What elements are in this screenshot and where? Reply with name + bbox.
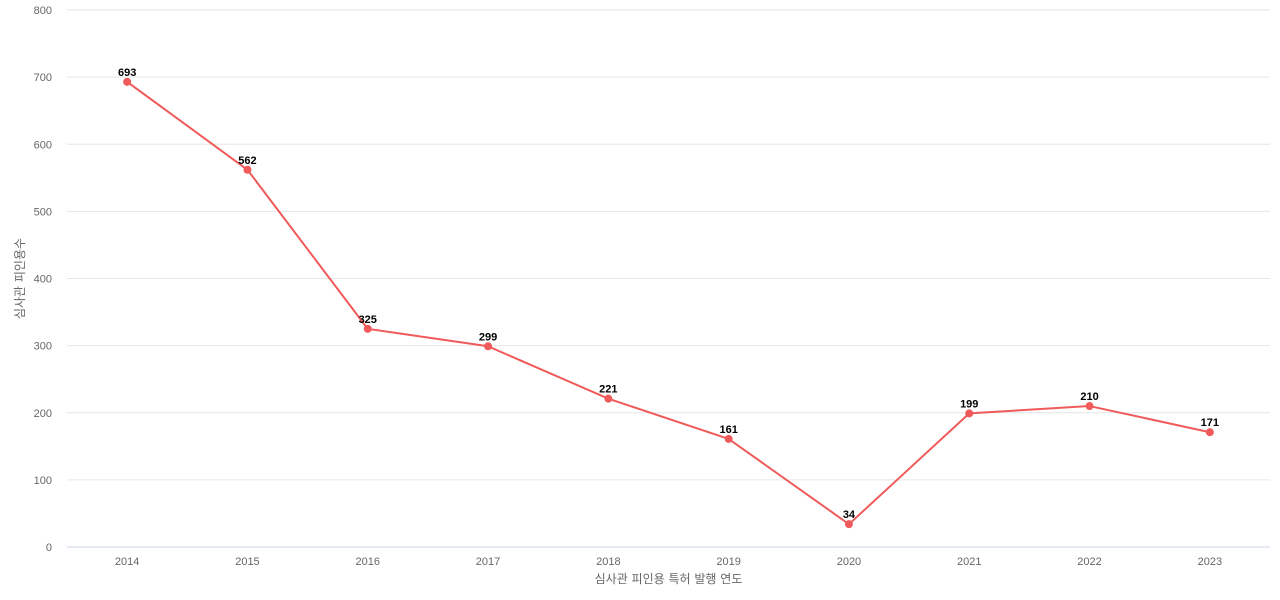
- x-tick-label: 2018: [596, 556, 620, 568]
- x-tick-label: 2020: [837, 556, 861, 568]
- data-point: [123, 77, 132, 86]
- y-tick-label: 700: [34, 72, 52, 84]
- data-point: [604, 394, 613, 403]
- series-line: [126, 80, 1211, 526]
- data-label: 161: [719, 424, 737, 436]
- x-tick-label: 2015: [235, 556, 259, 568]
- data-label: 210: [1080, 391, 1098, 403]
- x-tick-label: 2016: [356, 556, 380, 568]
- x-axis-ticks: 2014 2015 2016 2017 2018 2019 2020 2021 2022 2023: [115, 556, 1222, 568]
- series-layer: [123, 77, 1214, 529]
- y-tick-label: 400: [34, 274, 52, 286]
- gridlines: [67, 9, 1270, 481]
- y-axis-title: 심사관 피인용수: [13, 238, 27, 319]
- x-tick-label: 2022: [1077, 556, 1101, 568]
- data-point: [1205, 428, 1214, 437]
- data-label: 299: [479, 331, 497, 343]
- data-label: 562: [238, 155, 256, 167]
- data-point: [965, 409, 974, 418]
- x-tick-label: 2023: [1198, 556, 1222, 568]
- y-axis-ticks: 0 100 200 300 400 500 600 700 800: [34, 5, 52, 554]
- data-label: 325: [359, 314, 377, 326]
- y-tick-label: 0: [46, 542, 52, 554]
- y-tick-label: 600: [34, 139, 52, 151]
- x-tick-label: 2014: [115, 556, 139, 568]
- x-axis-title: 심사관 피인용 특허 발행 연도: [595, 571, 743, 586]
- data-point: [724, 434, 733, 443]
- data-label: 34: [843, 509, 856, 521]
- data-label: 199: [960, 398, 978, 410]
- x-tick-label: 2019: [716, 556, 740, 568]
- data-label: 693: [118, 67, 136, 79]
- data-point: [243, 165, 252, 174]
- y-tick-label: 200: [34, 408, 52, 420]
- data-point: [363, 324, 372, 333]
- data-point: [844, 520, 853, 529]
- data-point: [1085, 402, 1094, 411]
- y-tick-label: 300: [34, 341, 52, 353]
- y-tick-label: 800: [34, 5, 52, 17]
- y-tick-label: 500: [34, 206, 52, 218]
- data-label: 221: [599, 384, 617, 396]
- y-tick-label: 100: [34, 475, 52, 487]
- x-tick-label: 2017: [476, 556, 500, 568]
- data-labels: 693 562 325 299 221 161 34 199 210 171: [118, 67, 1219, 521]
- data-label: 171: [1201, 417, 1219, 429]
- data-point: [484, 342, 493, 351]
- x-tick-label: 2021: [957, 556, 981, 568]
